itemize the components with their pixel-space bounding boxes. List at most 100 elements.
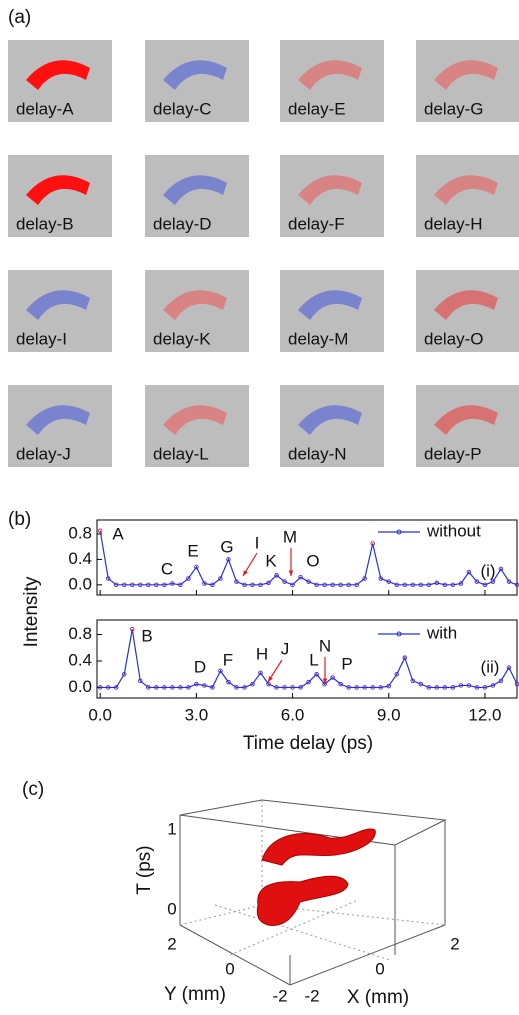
data-point [218, 668, 223, 674]
data-point [426, 685, 432, 690]
blob-shape [434, 175, 498, 205]
image-label: delay-P [424, 444, 482, 463]
data-point [194, 681, 199, 687]
blob-shape [298, 405, 362, 435]
3d-box [179, 799, 447, 986]
data-point [97, 685, 103, 690]
grid-line [229, 899, 359, 956]
tick-label: 0 [375, 959, 384, 978]
data-point [378, 685, 383, 690]
data-point [250, 582, 255, 588]
tick-label: -2 [304, 986, 319, 1005]
data-point [354, 685, 359, 690]
arrow-head [243, 570, 248, 576]
image-label: delay-O [424, 329, 484, 348]
image-label: delay-K [153, 329, 211, 348]
data-point [346, 685, 351, 690]
data-point [178, 685, 183, 690]
data-point [386, 579, 392, 584]
blob [256, 875, 349, 926]
data-point [105, 685, 111, 690]
blob [163, 405, 227, 435]
data-point [170, 581, 175, 586]
data-point [130, 627, 135, 632]
y-tick-label: 0.8 [68, 624, 92, 643]
data-point [186, 685, 191, 690]
data-point [178, 582, 183, 588]
legend-marker [396, 529, 402, 535]
panel-label: (c) [22, 779, 44, 800]
data-point [450, 685, 456, 690]
axis-label: X (mm) [347, 987, 409, 1008]
image [145, 385, 249, 467]
annotation: D [194, 657, 206, 676]
annotation: M [283, 527, 297, 546]
box-bottom [179, 904, 446, 926]
data-point [346, 582, 351, 588]
annotation: J [281, 639, 290, 658]
data-point [298, 574, 303, 580]
tick-label: 0 [167, 899, 176, 918]
image-label: delay-D [153, 214, 212, 233]
data-point [210, 582, 215, 588]
data-point [154, 582, 159, 588]
data-point [250, 681, 255, 687]
data-point [194, 564, 199, 570]
blob-shape [434, 405, 498, 435]
image [280, 385, 384, 467]
blob-shape [163, 290, 227, 320]
blob-shape [298, 60, 362, 90]
data-point [282, 579, 287, 584]
data-point [434, 685, 440, 690]
data-point [226, 679, 231, 685]
blob [26, 405, 90, 435]
image-label: delay-G [424, 99, 484, 118]
image [145, 40, 249, 122]
x-tick-label: 0.0 [88, 705, 112, 724]
blob [298, 175, 362, 205]
tick-label: 1 [167, 819, 176, 838]
arrow-head [322, 678, 328, 684]
data-point [418, 681, 424, 687]
tick-label: 2 [450, 934, 459, 953]
blob-shape [163, 60, 227, 90]
data-point [410, 582, 416, 588]
data-point [490, 579, 496, 584]
annotation: I [255, 533, 260, 552]
data-point [170, 685, 175, 690]
x-tick-label: 9.0 [377, 705, 401, 724]
data-point [290, 582, 295, 588]
data-point [442, 582, 448, 588]
data-point [466, 569, 472, 575]
data-point [386, 683, 392, 689]
blob-shape [26, 175, 90, 205]
tick-label: 2 [167, 934, 176, 953]
arrow-head [268, 676, 273, 682]
blob [163, 290, 227, 320]
tick-label: 0 [225, 959, 234, 978]
legend-marker [396, 631, 402, 637]
data-point [402, 655, 408, 660]
annotation: L [309, 650, 318, 669]
data-point [210, 685, 215, 690]
axis-label: Y (mm) [164, 984, 226, 1005]
blob-shape [298, 290, 362, 320]
image-label: delay-E [288, 99, 346, 118]
data-point [410, 678, 416, 684]
x-tick-label: 6.0 [281, 705, 305, 724]
data-point [202, 581, 207, 586]
image-label: delay-M [288, 329, 348, 348]
data-point [306, 579, 311, 584]
data-point [498, 678, 504, 684]
y-tick-label: 0.4 [68, 549, 92, 568]
data-point [97, 528, 103, 534]
blob-shape [298, 175, 362, 205]
y-tick-label: 0.0 [68, 677, 92, 696]
data-point [490, 683, 496, 688]
blob [434, 60, 498, 90]
data-point [122, 671, 127, 677]
data-point [338, 582, 343, 588]
blob [26, 290, 90, 320]
